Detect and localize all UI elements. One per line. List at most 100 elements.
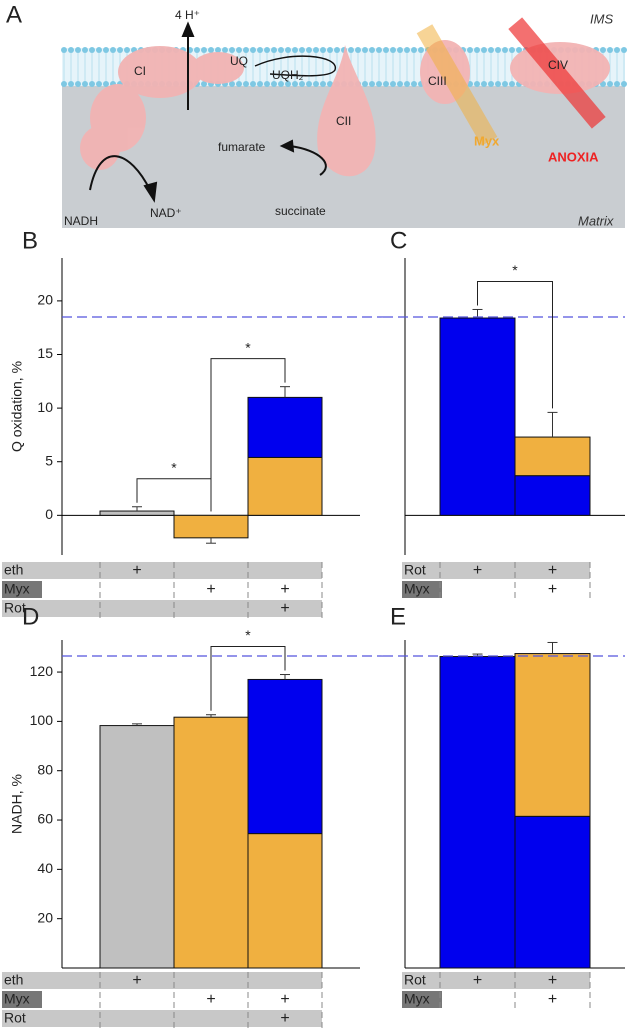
protein-ci [118, 46, 202, 98]
lipid-head [607, 81, 613, 87]
table-band [402, 562, 590, 579]
y-tick-label: 20 [37, 909, 53, 925]
lipid-head [362, 81, 368, 87]
treatment-label: Rot [404, 972, 426, 988]
panel-label: B [22, 227, 38, 254]
treatment-mark: + [548, 562, 557, 579]
treatment-label: eth [4, 562, 23, 578]
bar [514, 815, 591, 969]
lipid-head [103, 47, 109, 53]
uq-label: UQ [230, 54, 248, 68]
lipid-head [404, 81, 410, 87]
arrows [89, 21, 336, 203]
lipid-head [229, 81, 235, 87]
lipid-head [481, 81, 487, 87]
lipid-head [411, 47, 417, 53]
treatment-label: eth [4, 972, 23, 988]
treatment-label: Rot [404, 562, 426, 578]
nadh-arrow [89, 155, 151, 191]
lipid-head [397, 47, 403, 53]
bar [247, 678, 323, 835]
lipid-head [306, 81, 312, 87]
lipid-head [509, 81, 515, 87]
diagram: A IMS Matrix 4 H⁺ CI UQ UQH₂ CII CIII CI… [6, 1, 627, 228]
anoxia-label: ANOXIA [548, 149, 599, 164]
civ-label: CIV [548, 58, 568, 72]
panel-label: C [390, 227, 407, 254]
bar [514, 436, 591, 477]
lipid-head [201, 81, 207, 87]
y-axis-label: NADH, % [9, 774, 25, 834]
treatment-mark: + [206, 991, 215, 1008]
table-band [402, 972, 590, 989]
significance-bracket [136, 478, 212, 512]
lipid-head [376, 81, 382, 87]
lipid-head [488, 47, 494, 53]
table-label-box [2, 991, 42, 1008]
bar [514, 653, 591, 817]
lipid-head [264, 47, 270, 53]
lipid-head [110, 47, 116, 53]
y-tick-label: 60 [37, 811, 53, 827]
lipid-head [383, 47, 389, 53]
lipid-head [264, 81, 270, 87]
y-axis-label: Q oxidation, % [9, 361, 25, 452]
lipid-head [509, 47, 515, 53]
lipid-head [215, 47, 221, 53]
lipid-head [292, 47, 298, 53]
lipid-head [278, 47, 284, 53]
treatment-mark: + [280, 581, 289, 598]
lipid-head [278, 81, 284, 87]
table-band [2, 562, 322, 579]
lipid-head [376, 47, 382, 53]
lipid-head [481, 47, 487, 53]
treatment-label: Myx [404, 991, 430, 1007]
lipid-head [229, 47, 235, 53]
lipid-head [411, 81, 417, 87]
lipid-head [68, 81, 74, 87]
lipid-head [502, 81, 508, 87]
lipid-head [320, 47, 326, 53]
lipid-head [621, 81, 627, 87]
treatment-label: Rot [4, 1010, 26, 1026]
table-label-box [402, 581, 442, 598]
lipid-head [82, 47, 88, 53]
bar [173, 716, 249, 969]
treatment-label: Myx [4, 991, 30, 1007]
lipid-head [103, 81, 109, 87]
lipid-head [201, 47, 207, 53]
lipid-head [271, 47, 277, 53]
significance-label: * [171, 459, 177, 475]
lipid-head [89, 81, 95, 87]
treatment-label: Myx [404, 581, 430, 597]
lipid-head [369, 81, 375, 87]
arrow-head [279, 139, 295, 153]
lipid-head [327, 81, 333, 87]
treatment-mark: + [280, 600, 289, 617]
lipid-head [362, 47, 368, 53]
treatment-mark: + [473, 972, 482, 989]
lipid-head [299, 81, 305, 87]
significance-bracket [477, 280, 553, 409]
proton-label: 4 H⁺ [175, 8, 200, 22]
uq-cycle [254, 55, 336, 77]
lipid-head [369, 47, 375, 53]
treatment-mark: + [280, 991, 289, 1008]
anoxia-block [508, 17, 606, 129]
nad-label: NAD⁺ [150, 206, 182, 220]
lipid-head [600, 47, 606, 53]
y-tick-label: 100 [30, 712, 54, 728]
matrix-label: Matrix [578, 213, 614, 228]
lipid-head [89, 47, 95, 53]
succinate-label: succinate [275, 204, 326, 218]
uqh2-label: UQH₂ [272, 68, 304, 82]
lipid-head [61, 81, 67, 87]
lipid-head [495, 81, 501, 87]
treatment-mark: + [548, 972, 557, 989]
bar [439, 317, 516, 516]
lipid-head [495, 47, 501, 53]
significance-label: * [512, 262, 518, 278]
treatment-label: Rot [4, 600, 26, 616]
treatment-mark: + [132, 972, 141, 989]
